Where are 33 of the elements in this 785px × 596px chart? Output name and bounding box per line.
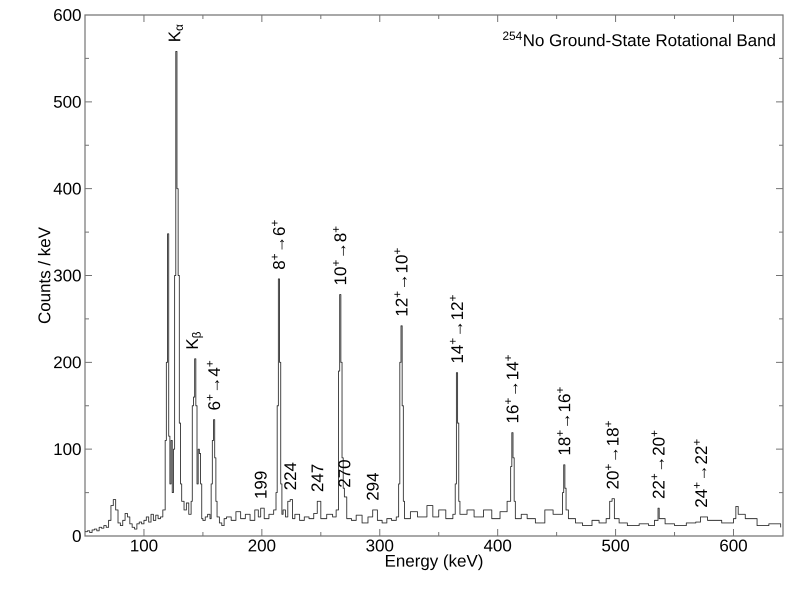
x-tick-label: 200 — [248, 540, 276, 552]
annotation: 18$^{+}$→16$^{+}$ — [557, 387, 570, 454]
x-tick-label: 600 — [720, 540, 747, 552]
x-tick-label: 100 — [131, 540, 158, 552]
annotation: 199 — [254, 472, 267, 498]
annotation: 24$^{+}$→22$^{+}$ — [694, 439, 708, 507]
annotation: 8$^{+}$→6$^{+}$ — [272, 220, 285, 270]
y-tick-label: 400 — [54, 182, 81, 195]
y-tick-label: 100 — [54, 443, 81, 456]
annotation: 247 — [311, 464, 324, 492]
annotation: K$_{α}$ — [168, 24, 183, 41]
annotation: 6$^{+}$→4$^{+}$ — [206, 360, 220, 410]
x-tick-label: 400 — [484, 540, 512, 552]
annotation: 14$^{+}$→12$^{+}$ — [450, 295, 463, 362]
y-tick-label: 500 — [54, 96, 81, 108]
y-tick-label: 0 — [72, 530, 81, 542]
y-tick-label: 200 — [54, 356, 81, 368]
annotation: 20$^{+}$→18$^{+}$ — [605, 421, 619, 489]
y-tick-label: 600 — [54, 9, 81, 21]
annotation: 294 — [366, 472, 379, 500]
y-tick-label: 300 — [54, 270, 81, 282]
annotation: 12$^{+}$→10$^{+}$ — [394, 248, 408, 316]
annotation: 10$^{+}$→8$^{+}$ — [333, 226, 346, 284]
annotation: K$_{β}$ — [186, 332, 204, 348]
x-axis-title: Energy (keV) — [386, 554, 482, 570]
annotation: 16$^{+}$→14$^{+}$ — [505, 355, 518, 422]
y-axis-title: Counts / keV — [38, 227, 50, 324]
annotation: 22$^{+}$→20$^{+}$ — [651, 430, 665, 498]
annotation: 224 — [284, 462, 296, 490]
x-tick-label: 300 — [366, 540, 394, 552]
text: $^{254}$No Ground-State Rotational Band — [503, 32, 775, 46]
annotation: 270 — [338, 460, 350, 487]
x-tick-label: 500 — [602, 540, 630, 552]
